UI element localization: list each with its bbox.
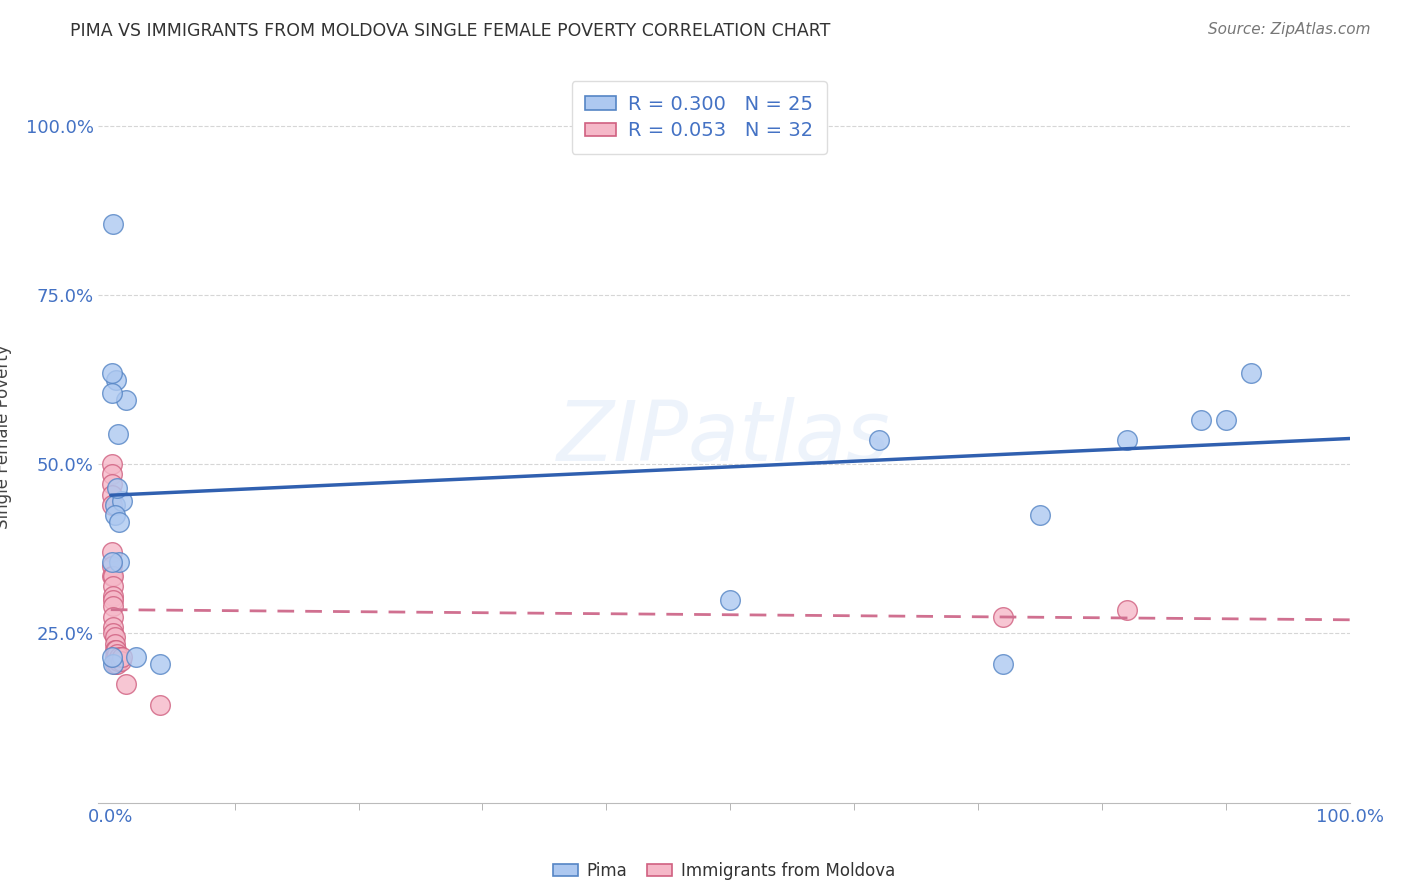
Point (105, 654, 128, 668)
Point (104, 372, 127, 386)
Point (149, 657, 172, 671)
Point (103, 626, 125, 640)
Point (101, 555, 124, 569)
Point (103, 630, 125, 644)
Point (103, 569, 125, 583)
Point (991, 657, 1014, 671)
Point (103, 599, 125, 614)
Point (108, 515, 131, 529)
Point (101, 366, 124, 380)
Point (124, 650, 146, 665)
Point (105, 481, 128, 495)
Point (1029, 508, 1052, 522)
Point (103, 609, 125, 624)
Point (620, 119, 643, 133)
Point (103, 592, 125, 607)
Point (114, 392, 136, 407)
Point (103, 637, 125, 651)
Point (114, 677, 136, 691)
Point (103, 589, 125, 603)
Point (103, 657, 125, 671)
Point (105, 657, 128, 671)
Point (103, 643, 125, 657)
Point (718, 592, 741, 607)
Point (103, 508, 125, 522)
Point (103, 579, 125, 593)
Point (1115, 603, 1137, 617)
Point (868, 434, 890, 448)
Point (991, 609, 1014, 624)
Point (101, 386, 124, 401)
Point (1215, 413, 1237, 427)
Point (103, 650, 125, 665)
Point (107, 654, 129, 668)
Point (101, 650, 124, 665)
Point (101, 558, 124, 573)
Point (101, 569, 124, 583)
Point (1240, 366, 1263, 380)
Point (104, 650, 127, 665)
Point (103, 498, 125, 512)
Point (108, 555, 131, 569)
Point (111, 494, 134, 508)
Legend: Pima, Immigrants from Moldova: Pima, Immigrants from Moldova (547, 855, 901, 887)
Point (103, 620, 125, 634)
Text: PIMA VS IMMIGRANTS FROM MOLDOVA SINGLE FEMALE POVERTY CORRELATION CHART: PIMA VS IMMIGRANTS FROM MOLDOVA SINGLE F… (70, 22, 831, 40)
Point (110, 654, 132, 668)
Point (101, 467, 124, 482)
Point (1189, 413, 1212, 427)
Point (103, 217, 125, 231)
Point (104, 643, 127, 657)
Point (101, 477, 124, 491)
Point (111, 650, 134, 665)
Point (101, 457, 124, 471)
Y-axis label: Single Female Poverty: Single Female Poverty (0, 345, 11, 529)
Point (108, 650, 131, 665)
Point (149, 698, 172, 712)
Point (101, 545, 124, 559)
Point (101, 498, 124, 512)
Point (101, 488, 124, 502)
Point (1115, 434, 1137, 448)
Point (103, 657, 125, 671)
Text: ZIPatlas: ZIPatlas (557, 397, 891, 477)
Text: Source: ZipAtlas.com: Source: ZipAtlas.com (1208, 22, 1371, 37)
Point (107, 426, 129, 441)
Point (105, 647, 128, 661)
